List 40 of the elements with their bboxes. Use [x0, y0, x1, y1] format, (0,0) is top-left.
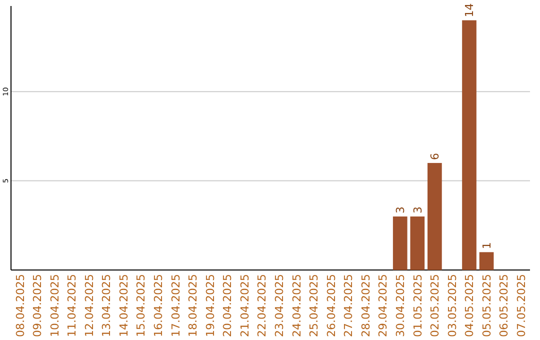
- x-tick-label: 09.04.2025: [31, 274, 44, 337]
- data-label: 14: [463, 3, 476, 18]
- data-label: 6: [428, 152, 442, 160]
- x-tick-label: 27.04.2025: [342, 274, 356, 337]
- x-tick-label: 23.04.2025: [272, 274, 286, 337]
- x-tick-label: 15.04.2025: [134, 274, 148, 337]
- bar: [462, 20, 476, 270]
- x-tick-label: 30.04.2025: [394, 274, 407, 337]
- x-tick-label: 21.04.2025: [238, 274, 252, 337]
- bar: [479, 252, 494, 270]
- x-tick-label: 17.04.2025: [169, 274, 182, 337]
- data-label: 3: [394, 206, 407, 214]
- x-tick-label: 28.04.2025: [359, 274, 372, 337]
- x-tick-label: 29.04.2025: [376, 274, 390, 337]
- x-tick-label: 03.05.2025: [446, 274, 459, 337]
- bar: [392, 216, 408, 270]
- data-label: 1: [480, 242, 494, 250]
- x-tick-label: 08.04.2025: [14, 274, 27, 337]
- x-tick-label: 14.04.2025: [117, 274, 130, 337]
- x-tick-label: 19.04.2025: [204, 274, 217, 337]
- x-tick-label: 16.04.2025: [152, 274, 166, 337]
- x-tick-label: 20.04.2025: [221, 274, 234, 337]
- x-tick-label: 22.04.2025: [256, 274, 269, 337]
- x-tick-label: 04.05.2025: [463, 274, 476, 337]
- bar: [410, 216, 425, 270]
- x-tick-label: 24.04.2025: [290, 274, 304, 337]
- x-tick-label: 13.04.2025: [100, 274, 114, 337]
- x-tick-label: 05.05.2025: [480, 274, 494, 337]
- x-tick-label: 12.04.2025: [82, 274, 96, 337]
- x-tick-label: 07.05.2025: [514, 274, 528, 337]
- data-label: 3: [411, 206, 424, 214]
- x-tick-label: 01.05.2025: [411, 274, 424, 337]
- x-tick-label: 02.05.2025: [428, 274, 442, 337]
- x-tick-label: 18.04.2025: [186, 274, 200, 337]
- x-tick-label: 26.04.2025: [324, 274, 338, 337]
- x-tick-label: 11.04.2025: [66, 274, 79, 337]
- x-tick-label: 10.04.2025: [48, 274, 62, 337]
- bar: [428, 162, 442, 270]
- x-tick-label: 25.04.2025: [308, 274, 321, 337]
- x-tick-label: 06.05.2025: [498, 274, 511, 337]
